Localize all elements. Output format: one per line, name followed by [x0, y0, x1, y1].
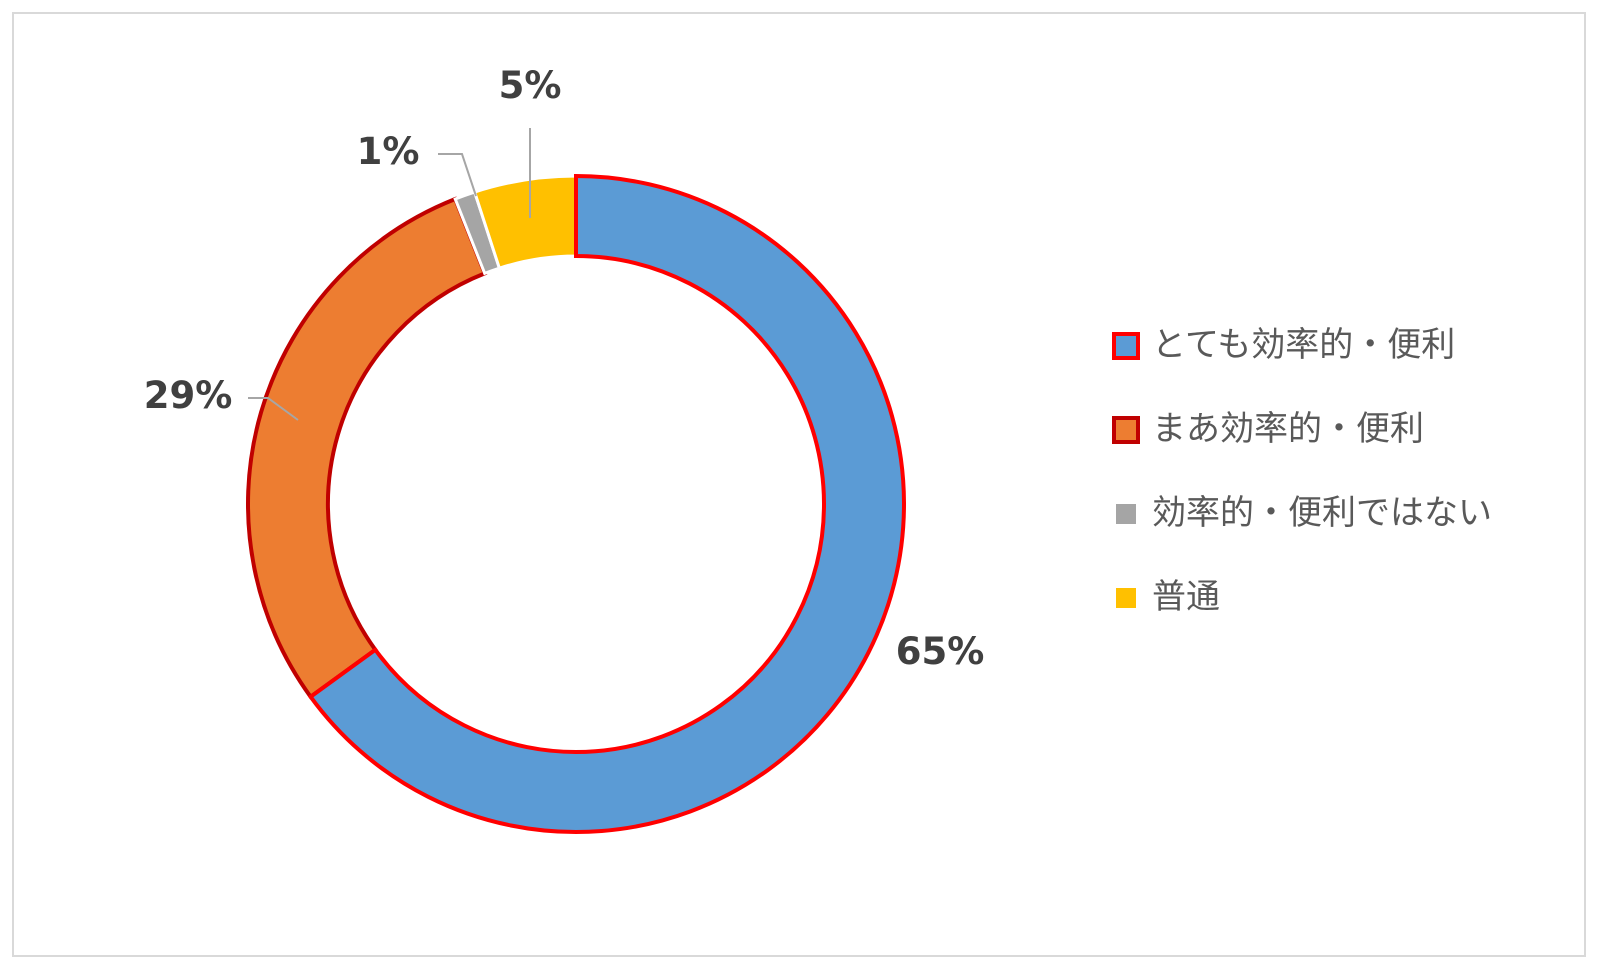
data-label-very-efficient: 65% — [896, 630, 985, 673]
legend-label-very-efficient: とても効率的・便利 — [1152, 325, 1456, 365]
legend-swatch-very-efficient — [1112, 332, 1140, 360]
legend-label-somewhat-efficient: まあ効率的・便利 — [1152, 409, 1424, 449]
leader-line-somewhat-efficient — [248, 397, 299, 421]
legend-label-not-efficient: 効率的・便利ではない — [1152, 493, 1492, 533]
data-label-normal: 5% — [499, 64, 562, 107]
data-label-somewhat-efficient: 29% — [144, 374, 233, 417]
donut-slice-somewhat-efficient — [246, 196, 488, 700]
legend-swatch-somewhat-efficient — [1112, 416, 1140, 444]
data-label-not-efficient: 1% — [357, 130, 420, 173]
legend-swatch-normal — [1116, 588, 1136, 608]
legend-swatch-not-efficient — [1116, 504, 1136, 524]
leader-line-not-efficient — [438, 153, 477, 197]
donut-slice-very-efficient — [307, 173, 906, 834]
legend-label-normal: 普通 — [1152, 577, 1220, 617]
